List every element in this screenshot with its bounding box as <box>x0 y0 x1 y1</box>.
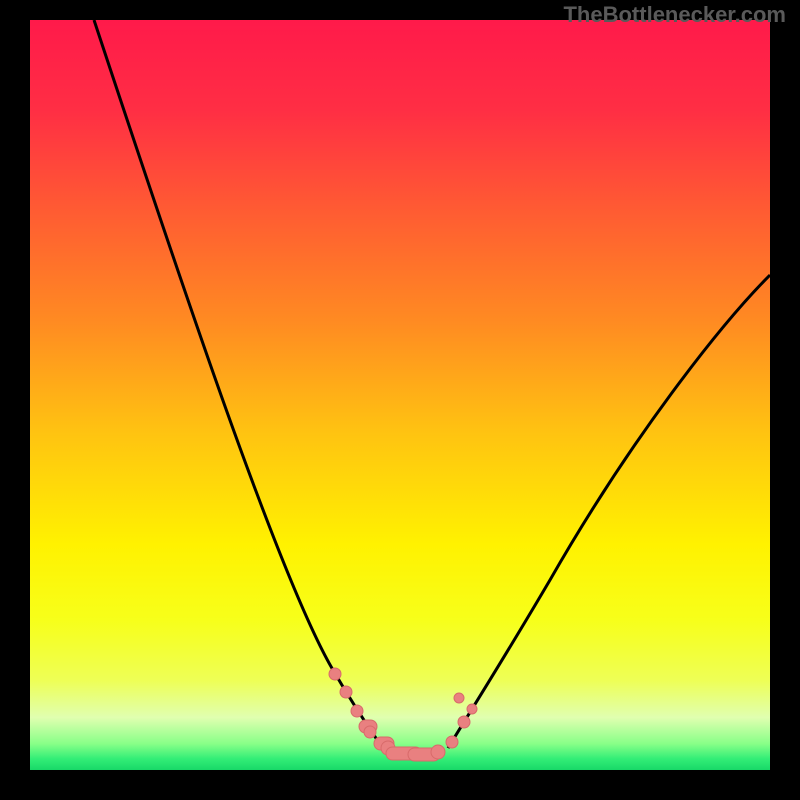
plot-svg <box>30 20 770 770</box>
data-marker <box>454 693 464 703</box>
curve-right <box>448 275 770 748</box>
watermark-text: TheBottlenecker.com <box>563 2 786 28</box>
data-marker <box>446 736 458 748</box>
border-bottom <box>0 770 800 800</box>
plot-area <box>30 20 770 770</box>
border-left <box>0 0 30 800</box>
data-marker <box>364 726 376 738</box>
data-marker <box>351 705 363 717</box>
data-marker <box>458 716 470 728</box>
root-canvas: TheBottlenecker.com <box>0 0 800 800</box>
border-right <box>770 0 800 800</box>
data-marker <box>431 745 445 759</box>
data-marker <box>329 668 341 680</box>
data-marker <box>340 686 352 698</box>
marker-group <box>329 668 477 761</box>
data-marker <box>467 704 477 714</box>
curve-left <box>94 20 384 750</box>
